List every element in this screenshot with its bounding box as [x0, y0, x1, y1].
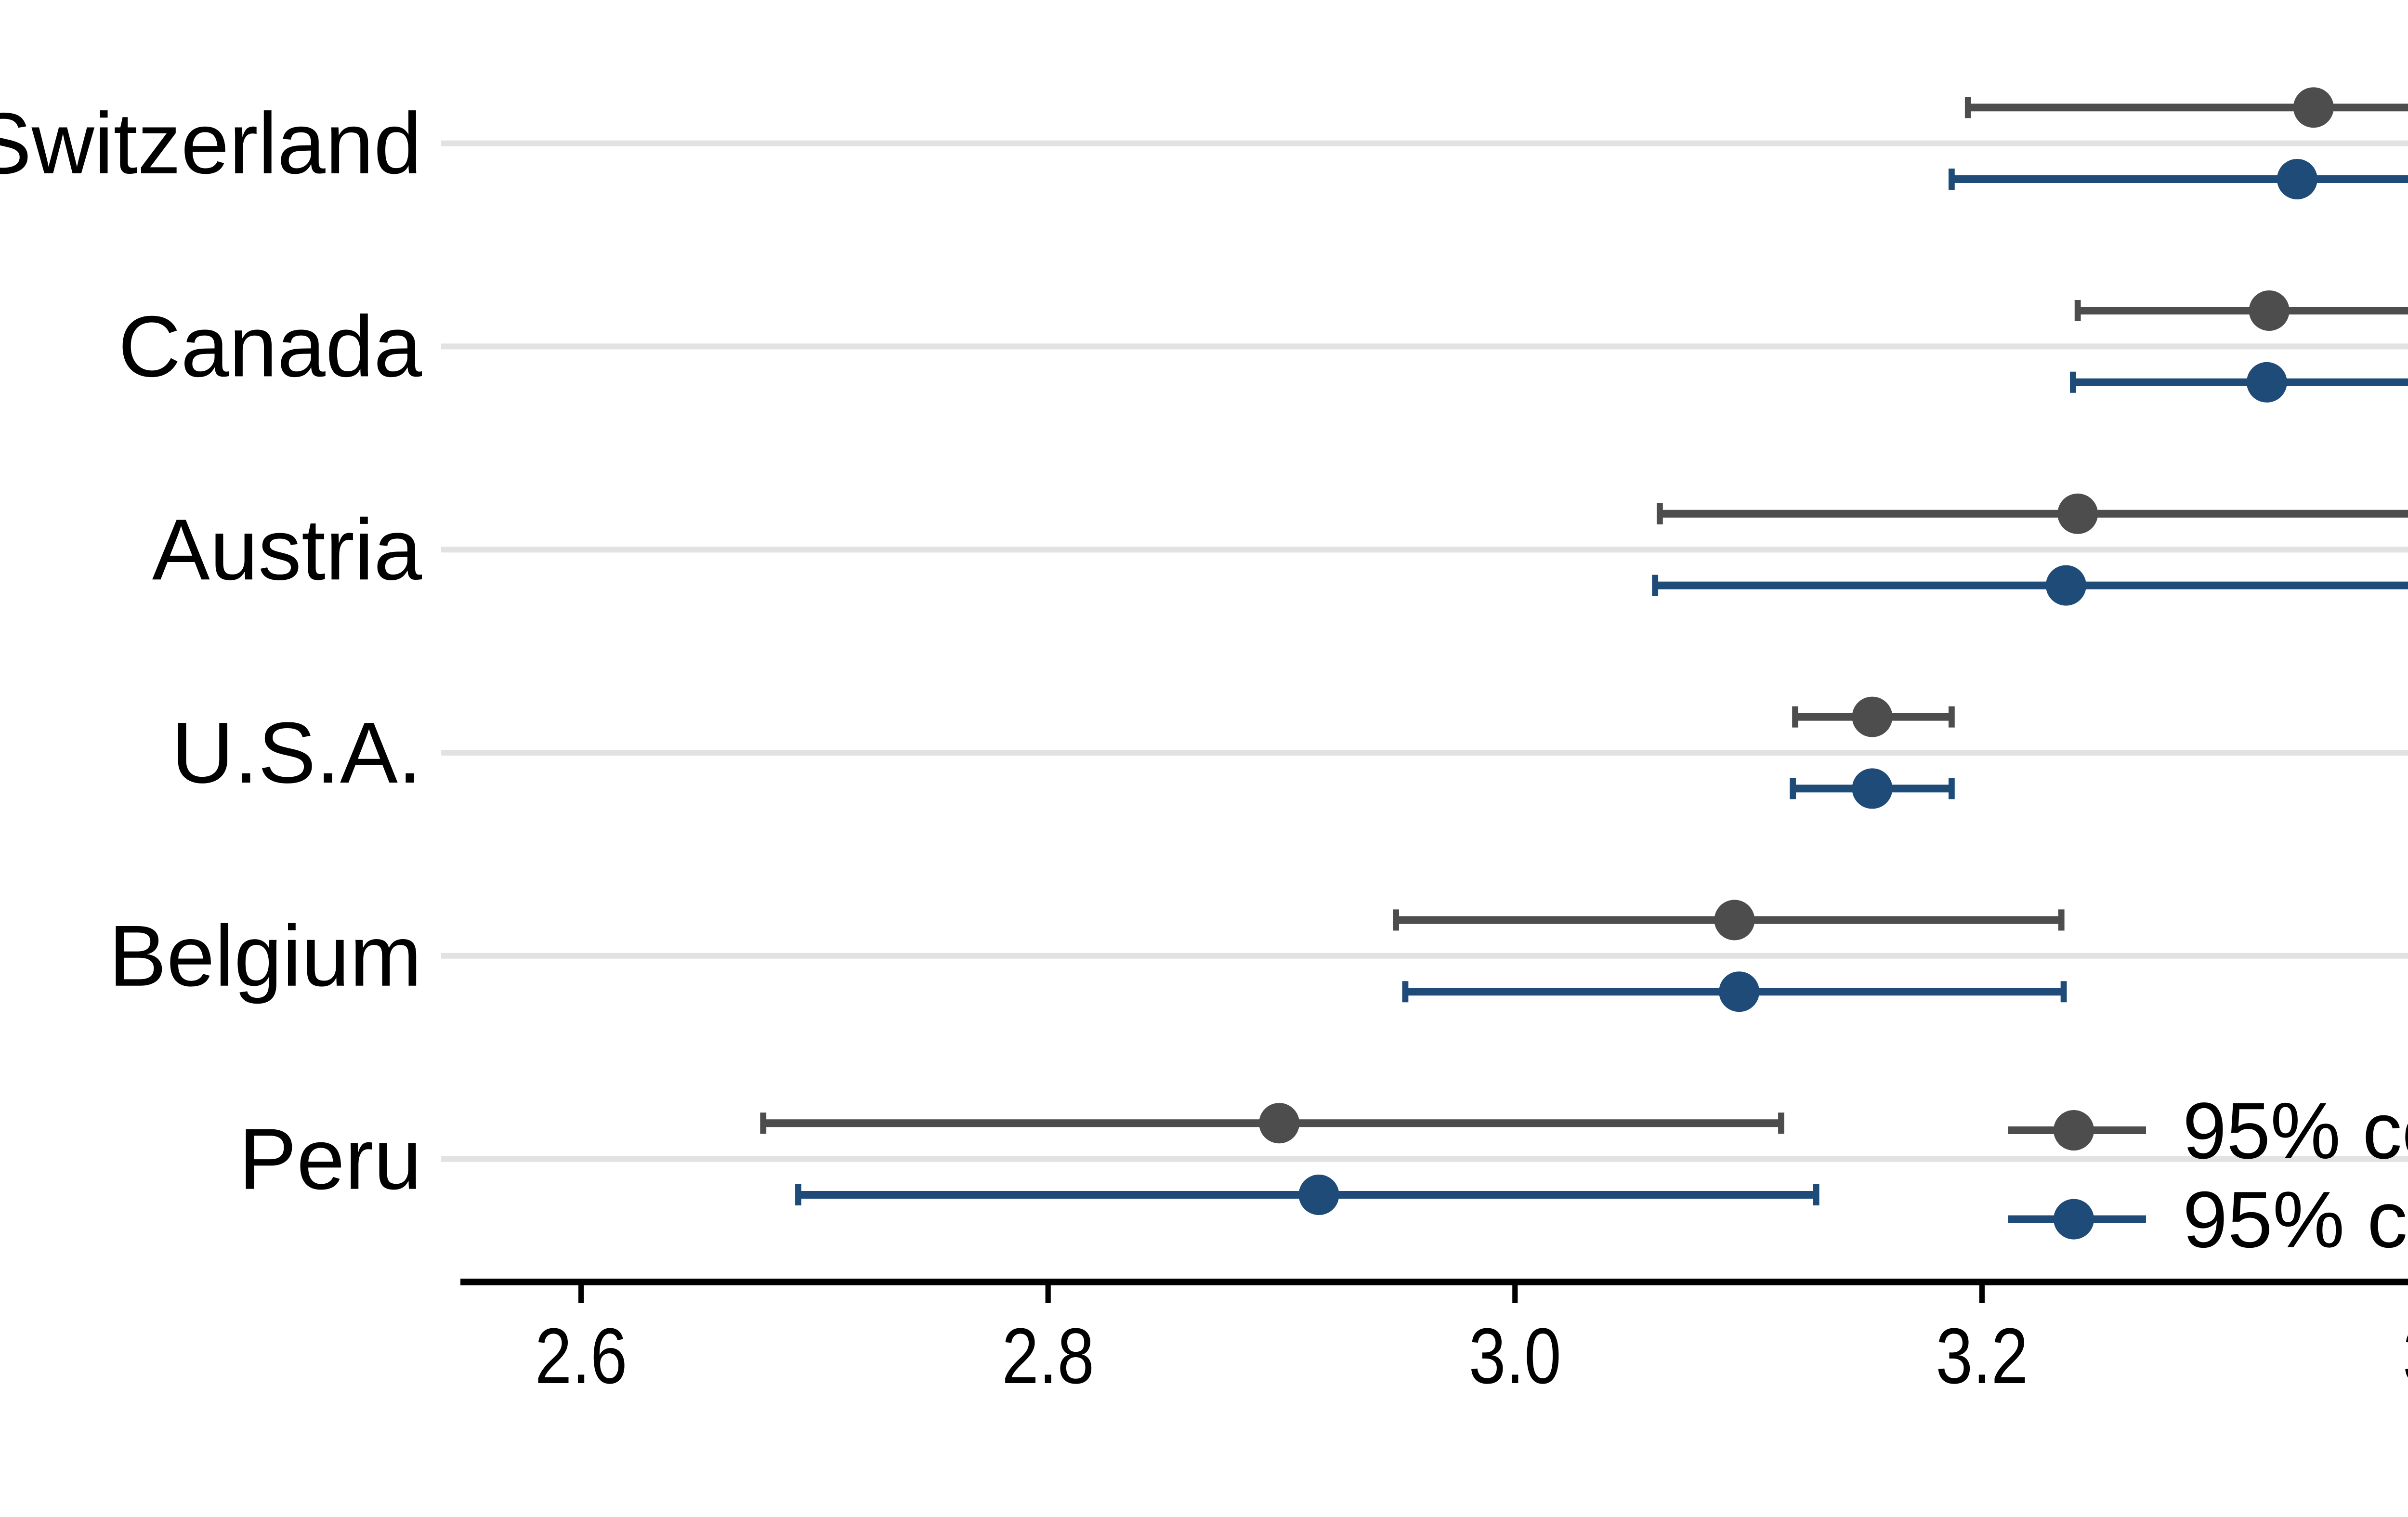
country-label: Peru: [239, 1111, 422, 1208]
confidence-mean-dot: [1259, 1103, 1300, 1144]
country-label: Belgium: [109, 908, 422, 1005]
x-axis-tick-label: 2.8: [1002, 1312, 1094, 1400]
x-axis-tick-label: 3.4: [2403, 1312, 2408, 1400]
x-axis-tick-label: 3.0: [1469, 1312, 1561, 1400]
country-label: U.S.A.: [171, 705, 422, 801]
country-label: Austria: [152, 501, 422, 598]
credible-mean-dot: [2045, 565, 2086, 606]
legend-label: 95% credible interval: [2183, 1176, 2408, 1265]
country-label: Canada: [118, 298, 422, 395]
credible-mean-dot: [2277, 159, 2317, 199]
legend-label: 95% confidence interval: [2183, 1086, 2408, 1176]
x-axis-tick-label: 2.6: [535, 1312, 628, 1400]
credible-mean-dot: [1719, 971, 1760, 1012]
confidence-mean-dot: [2293, 87, 2334, 128]
confidence-mean-dot: [2249, 290, 2290, 331]
confidence-mean-dot: [1852, 696, 1893, 737]
credible-mean-dot: [2246, 362, 2287, 403]
x-axis-tick-label: 3.2: [1936, 1312, 2028, 1400]
confidence-mean-dot: [1714, 900, 1755, 941]
legend-dot: [2054, 1199, 2094, 1240]
credible-mean-dot: [1298, 1175, 1339, 1215]
legend-dot: [2054, 1110, 2094, 1151]
country-label: Switzerland: [0, 95, 422, 192]
confidence-mean-dot: [2057, 493, 2098, 534]
credible-mean-dot: [1852, 768, 1893, 809]
